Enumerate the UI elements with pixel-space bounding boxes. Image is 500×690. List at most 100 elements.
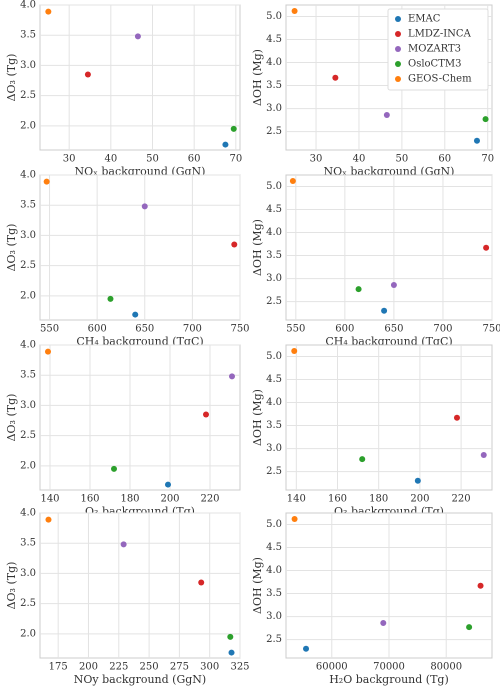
y-tick-label: 2.0 bbox=[20, 460, 36, 471]
point bbox=[466, 624, 473, 631]
point bbox=[230, 125, 237, 132]
point bbox=[198, 579, 205, 586]
point bbox=[303, 645, 310, 652]
x-tick-label: 60 bbox=[438, 154, 451, 165]
x-tick-label: 80000 bbox=[430, 662, 462, 673]
x-tick-label: 600 bbox=[88, 324, 107, 335]
legend-marker bbox=[395, 31, 401, 37]
y-tick-label: 3.0 bbox=[266, 611, 282, 622]
legend-marker bbox=[395, 61, 401, 67]
y-tick-label: 4.0 bbox=[266, 565, 282, 576]
y-axis-label: ΔO₃ (Tg) bbox=[5, 224, 18, 272]
point bbox=[483, 244, 490, 251]
y-tick-label: 4.5 bbox=[266, 542, 282, 553]
point bbox=[222, 141, 229, 148]
y-tick-label: 3.0 bbox=[266, 443, 282, 454]
point bbox=[45, 8, 52, 15]
point bbox=[453, 414, 460, 421]
y-tick-label: 4.5 bbox=[266, 34, 282, 45]
x-tick-label: 650 bbox=[135, 324, 154, 335]
y-tick-label: 3.0 bbox=[266, 103, 282, 114]
point bbox=[45, 516, 52, 523]
y-tick-label: 4.0 bbox=[266, 57, 282, 68]
x-tick-label: 220 bbox=[452, 494, 471, 505]
point bbox=[227, 633, 234, 640]
x-tick-label: 175 bbox=[49, 662, 68, 673]
x-tick-label: 275 bbox=[170, 662, 189, 673]
x-tick-label: 60 bbox=[188, 154, 201, 165]
x-tick-label: 30 bbox=[63, 154, 76, 165]
point bbox=[291, 347, 298, 354]
y-tick-label: 2.5 bbox=[20, 430, 36, 441]
y-tick-label: 3.5 bbox=[266, 420, 282, 431]
x-tick-label: 160 bbox=[328, 494, 347, 505]
point bbox=[473, 137, 480, 144]
plot-area bbox=[285, 174, 493, 321]
y-tick-label: 2.0 bbox=[20, 628, 36, 639]
y-tick-label: 3.5 bbox=[266, 80, 282, 91]
y-tick-label: 2.5 bbox=[20, 90, 36, 101]
point bbox=[477, 582, 484, 589]
y-tick-label: 3.5 bbox=[20, 200, 36, 211]
x-tick-label: 160 bbox=[80, 494, 99, 505]
y-tick-label: 5.0 bbox=[266, 181, 282, 192]
x-tick-label: 70 bbox=[481, 154, 494, 165]
y-tick-label: 4.0 bbox=[20, 170, 36, 181]
x-tick-label: 220 bbox=[200, 494, 219, 505]
y-axis-label: ΔOH (Mg) bbox=[251, 557, 264, 614]
point bbox=[380, 620, 387, 627]
y-tick-label: 2.5 bbox=[266, 634, 282, 645]
point bbox=[332, 74, 339, 81]
y-tick-label: 3.5 bbox=[266, 250, 282, 261]
x-tick-label: 140 bbox=[287, 494, 306, 505]
x-tick-label: 200 bbox=[160, 494, 179, 505]
x-tick-label: 60000 bbox=[316, 662, 348, 673]
y-tick-label: 2.0 bbox=[20, 290, 36, 301]
y-tick-label: 4.5 bbox=[266, 374, 282, 385]
y-tick-label: 2.0 bbox=[20, 120, 36, 131]
x-tick-label: 225 bbox=[109, 662, 128, 673]
x-tick-label: 300 bbox=[200, 662, 219, 673]
y-tick-label: 2.5 bbox=[266, 126, 282, 137]
legend-box bbox=[387, 8, 489, 91]
legend-label: MOZART3 bbox=[408, 44, 461, 55]
y-tick-label: 3.5 bbox=[20, 30, 36, 41]
y-tick-label: 4.0 bbox=[20, 0, 36, 11]
x-tick-label: 50 bbox=[146, 154, 159, 165]
point bbox=[480, 452, 487, 459]
y-axis-label: ΔO₃ (Tg) bbox=[5, 54, 18, 102]
plot-area bbox=[39, 174, 241, 321]
x-tick-label: 70000 bbox=[373, 662, 405, 673]
legend-marker bbox=[395, 16, 401, 22]
point bbox=[111, 465, 117, 472]
x-axis-label: H₂O background (Tg) bbox=[329, 673, 449, 686]
y-tick-label: 3.0 bbox=[20, 400, 36, 411]
x-tick-label: 200 bbox=[79, 662, 98, 673]
x-tick-label: 30 bbox=[310, 154, 323, 165]
x-tick-label: 180 bbox=[369, 494, 388, 505]
y-tick-label: 3.5 bbox=[20, 538, 36, 549]
y-axis-label: ΔO₃ (Tg) bbox=[5, 394, 18, 442]
x-tick-label: 650 bbox=[384, 324, 403, 335]
y-tick-label: 3.0 bbox=[20, 230, 36, 241]
x-tick-label: 40 bbox=[104, 154, 117, 165]
x-tick-label: 750 bbox=[230, 324, 249, 335]
x-tick-label: 40 bbox=[353, 154, 366, 165]
point bbox=[355, 286, 362, 293]
point bbox=[414, 477, 421, 484]
x-axis-label: NOy background (GgN) bbox=[74, 673, 206, 686]
point bbox=[291, 515, 298, 522]
legend-label: EMAC bbox=[408, 14, 441, 25]
point bbox=[132, 311, 139, 318]
y-tick-label: 3.0 bbox=[266, 273, 282, 284]
point bbox=[381, 307, 388, 314]
y-tick-label: 2.5 bbox=[20, 260, 36, 271]
x-tick-label: 140 bbox=[40, 494, 59, 505]
y-tick-label: 5.0 bbox=[266, 11, 282, 22]
legend-label: OsloCTM3 bbox=[408, 59, 461, 70]
point bbox=[165, 481, 171, 488]
point bbox=[359, 456, 366, 463]
y-axis-label: ΔOH (Mg) bbox=[251, 389, 264, 446]
y-axis-label: ΔOH (Mg) bbox=[251, 49, 264, 106]
